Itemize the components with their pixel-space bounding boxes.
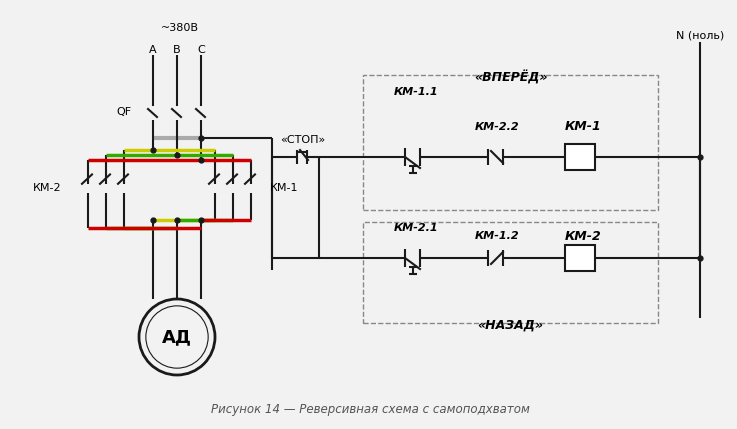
- Text: «СТОП»: «СТОП»: [280, 135, 326, 145]
- Text: Рисунок 14 — Реверсивная схема с самоподхватом: Рисунок 14 — Реверсивная схема с самопод…: [211, 404, 529, 417]
- Text: КМ-2.2: КМ-2.2: [475, 122, 520, 132]
- Text: «НАЗАД»: «НАЗАД»: [478, 318, 543, 332]
- Bar: [565, 144, 595, 170]
- Text: КМ-1.1: КМ-1.1: [394, 87, 439, 97]
- Text: КМ-2: КМ-2: [33, 183, 62, 193]
- Text: С: С: [197, 45, 205, 55]
- Text: КМ-1: КМ-1: [565, 121, 601, 133]
- Text: КМ-2: КМ-2: [565, 230, 601, 242]
- Bar: [565, 245, 595, 271]
- Text: ~380В: ~380В: [161, 23, 199, 33]
- Text: В: В: [173, 45, 181, 55]
- Text: А: А: [149, 45, 157, 55]
- Text: N (ноль): N (ноль): [676, 31, 724, 41]
- Text: КМ-2.1: КМ-2.1: [394, 223, 439, 233]
- Text: КМ-1.2: КМ-1.2: [475, 231, 520, 241]
- Text: АД: АД: [162, 328, 192, 346]
- Text: КМ-1: КМ-1: [270, 183, 298, 193]
- Text: «ВПЕРЁД»: «ВПЕРЁД»: [474, 71, 548, 85]
- Text: QF: QF: [117, 107, 132, 117]
